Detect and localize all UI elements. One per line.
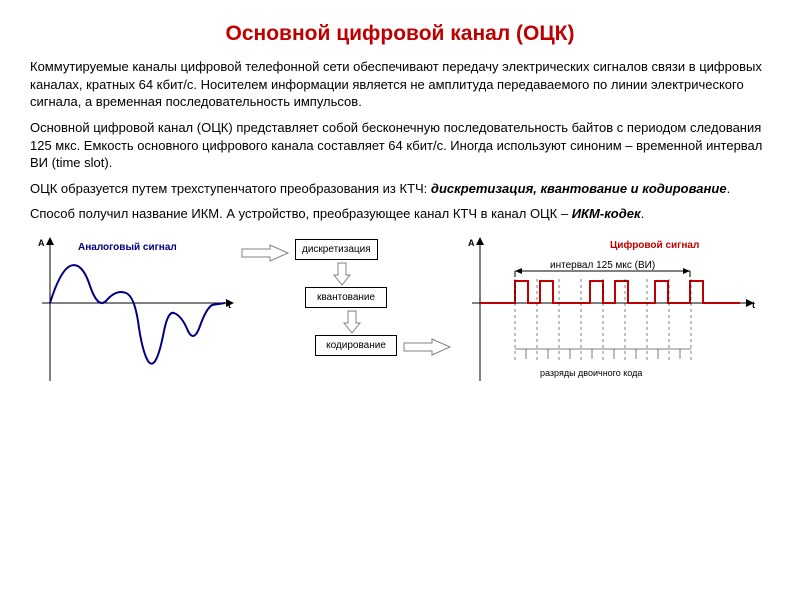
analog-chart bbox=[30, 231, 240, 391]
page-title: Основной цифровой канал (ОЦК) bbox=[30, 20, 770, 48]
p4-text-a: Способ получил название ИКМ. А устройств… bbox=[30, 206, 572, 221]
p3-text-bold: дискретизация, квантование и кодирование bbox=[431, 181, 727, 196]
p4-text-bold: ИКМ-кодек bbox=[572, 206, 641, 221]
p3-text-a: ОЦК образуется путем трехступенчатого пр… bbox=[30, 181, 431, 196]
arrow-right-1 bbox=[240, 243, 290, 263]
flow-box-coding: кодирование bbox=[315, 335, 397, 357]
p3-text-c: . bbox=[727, 181, 731, 196]
diagram-container: A Аналоговый сигнал t дискретизация кван… bbox=[30, 231, 770, 401]
p4-text-c: . bbox=[641, 206, 645, 221]
paragraph-3: ОЦК образуется путем трехступенчатого пр… bbox=[30, 180, 770, 198]
paragraph-2: Основной цифровой канал (ОЦК) представля… bbox=[30, 119, 770, 172]
flow-box-quantization: квантование bbox=[305, 287, 387, 309]
arrow-right-2 bbox=[402, 337, 452, 357]
arrow-down-2 bbox=[342, 309, 362, 335]
flow-box-discretization: дискретизация bbox=[295, 239, 378, 261]
paragraph-1: Коммутируемые каналы цифровой телефонной… bbox=[30, 58, 770, 111]
digital-chart bbox=[460, 231, 760, 391]
paragraph-4: Способ получил название ИКМ. А устройств… bbox=[30, 205, 770, 223]
arrow-down-1 bbox=[332, 261, 352, 287]
